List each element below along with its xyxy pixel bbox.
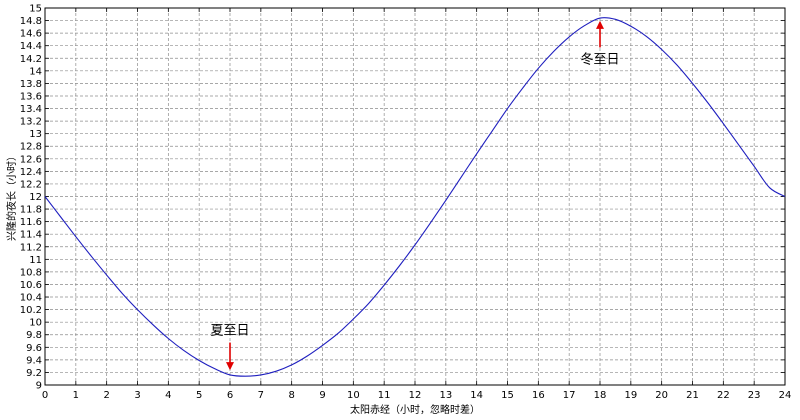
x-tick-label: 0 xyxy=(42,390,48,401)
y-tick-label: 12 xyxy=(29,192,42,203)
y-tick-label: 11.2 xyxy=(20,242,42,253)
x-tick-label: 21 xyxy=(686,390,699,401)
y-tick-label: 10.6 xyxy=(20,280,42,291)
y-tick-label: 14.8 xyxy=(20,16,42,27)
y-tick-label: 9.4 xyxy=(26,355,42,366)
y-tick-label: 12.2 xyxy=(20,179,42,190)
x-tick-label: 9 xyxy=(319,390,325,401)
y-tick-label: 9.8 xyxy=(26,330,42,341)
y-tick-label: 10.4 xyxy=(20,293,42,304)
grid xyxy=(45,8,785,385)
y-tick-label: 12.4 xyxy=(20,167,42,178)
x-tick-label: 13 xyxy=(439,390,452,401)
x-tick-label: 23 xyxy=(748,390,761,401)
summer-solstice-label: 夏至日 xyxy=(210,324,249,339)
y-tick-label: 9 xyxy=(36,381,42,392)
y-tick-label: 11.8 xyxy=(20,205,42,216)
x-tick-label: 12 xyxy=(409,390,422,401)
y-tick-label: 15 xyxy=(29,4,42,15)
y-tick-label: 14.4 xyxy=(20,41,42,52)
y-tick-label: 10.2 xyxy=(20,305,42,316)
x-tick-label: 3 xyxy=(134,390,140,401)
x-tick-label: 4 xyxy=(165,390,171,401)
x-tick-label: 20 xyxy=(655,390,668,401)
x-tick-label: 11 xyxy=(378,390,391,401)
x-tick-label: 19 xyxy=(624,390,637,401)
x-tick-label: 14 xyxy=(470,390,483,401)
y-tick-label: 13.6 xyxy=(20,91,42,102)
y-tick-label: 13.8 xyxy=(20,79,42,90)
y-tick-label: 12.6 xyxy=(20,154,42,165)
night-length-line xyxy=(44,17,786,377)
x-tick-label: 6 xyxy=(227,390,233,401)
series-group xyxy=(44,17,786,377)
x-tick-label: 10 xyxy=(347,390,360,401)
annotations: 夏至日 冬至日 xyxy=(210,20,620,371)
y-tick-label: 11.6 xyxy=(20,217,42,228)
x-tick-label: 8 xyxy=(288,390,294,401)
y-axis-title: 兴隆的夜长（小时） xyxy=(5,151,18,241)
x-axis-title: 太阳赤经（小时，忽略时差） xyxy=(350,403,480,416)
y-tick-label: 11.4 xyxy=(20,230,42,241)
x-tick-label: 22 xyxy=(717,390,730,401)
y-tick-label: 10.8 xyxy=(20,267,42,278)
y-tick-label: 13.4 xyxy=(20,104,42,115)
x-tick-label: 1 xyxy=(73,390,79,401)
x-tick-label: 17 xyxy=(563,390,576,401)
y-tick-label: 9.6 xyxy=(26,343,42,354)
x-tick-label: 2 xyxy=(103,390,109,401)
y-tick-label: 11 xyxy=(29,255,42,266)
y-tick-label: 12.8 xyxy=(20,142,42,153)
y-tick-label: 13 xyxy=(29,129,42,140)
x-tick-label: 16 xyxy=(532,390,545,401)
x-tick-label: 7 xyxy=(258,390,264,401)
winter-solstice-label: 冬至日 xyxy=(580,51,619,67)
y-tick-label: 13.2 xyxy=(20,117,42,128)
y-tick-label: 14.6 xyxy=(20,29,42,40)
y-tick-label: 10 xyxy=(29,318,42,329)
axis-ticks: 0 1 2 3 4 5 6 7 8 9 10 11 12 13 14 15 16 17 18 19 20 21 22 23 24… xyxy=(20,4,792,402)
x-tick-label: 15 xyxy=(501,390,514,401)
y-tick-label: 14.2 xyxy=(20,54,42,65)
x-tick-label: 5 xyxy=(196,390,202,401)
y-tick-label: 9.2 xyxy=(26,368,42,379)
x-tick-label: 18 xyxy=(594,390,607,401)
y-tick-label: 14 xyxy=(29,66,42,77)
x-tick-label: 24 xyxy=(779,390,792,401)
